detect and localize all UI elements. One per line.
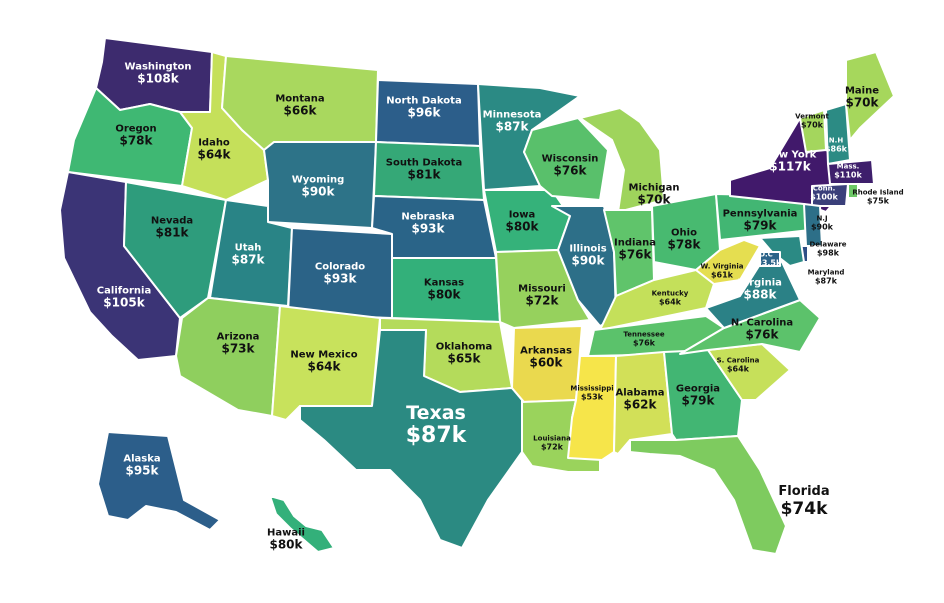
state-connecticut[interactable] [811,183,849,207]
state-colorado[interactable] [287,227,393,319]
state-arizona[interactable] [175,297,281,417]
state-rhode-island[interactable] [847,183,859,199]
state-alaska[interactable] [97,431,221,531]
state-kansas[interactable] [391,257,501,323]
state-michigan[interactable] [579,107,665,213]
state-maine[interactable] [845,51,895,141]
state-arkansas[interactable] [511,325,583,403]
state-vermont[interactable] [799,109,827,153]
state-north-dakota[interactable] [375,79,481,147]
state-new-mexico[interactable] [271,305,381,421]
state-south-dakota[interactable] [373,141,485,201]
state-florida[interactable] [629,435,787,555]
state-hawaii[interactable] [269,495,335,553]
state-new-hampshire[interactable] [825,103,851,165]
state-iowa[interactable] [483,189,571,253]
state-dc[interactable] [759,251,781,267]
state-washington[interactable] [95,37,213,113]
state-virginia[interactable] [705,257,801,329]
state-north-carolina[interactable] [679,299,821,355]
state-wisconsin[interactable] [523,117,609,201]
state-massachusetts[interactable] [827,159,875,185]
state-alabama[interactable] [613,351,673,455]
state-new-jersey[interactable] [803,203,823,247]
state-wyoming[interactable] [263,141,377,229]
state-west-virginia[interactable] [695,239,761,285]
state-texas[interactable] [299,329,523,549]
state-maryland[interactable] [759,235,805,267]
